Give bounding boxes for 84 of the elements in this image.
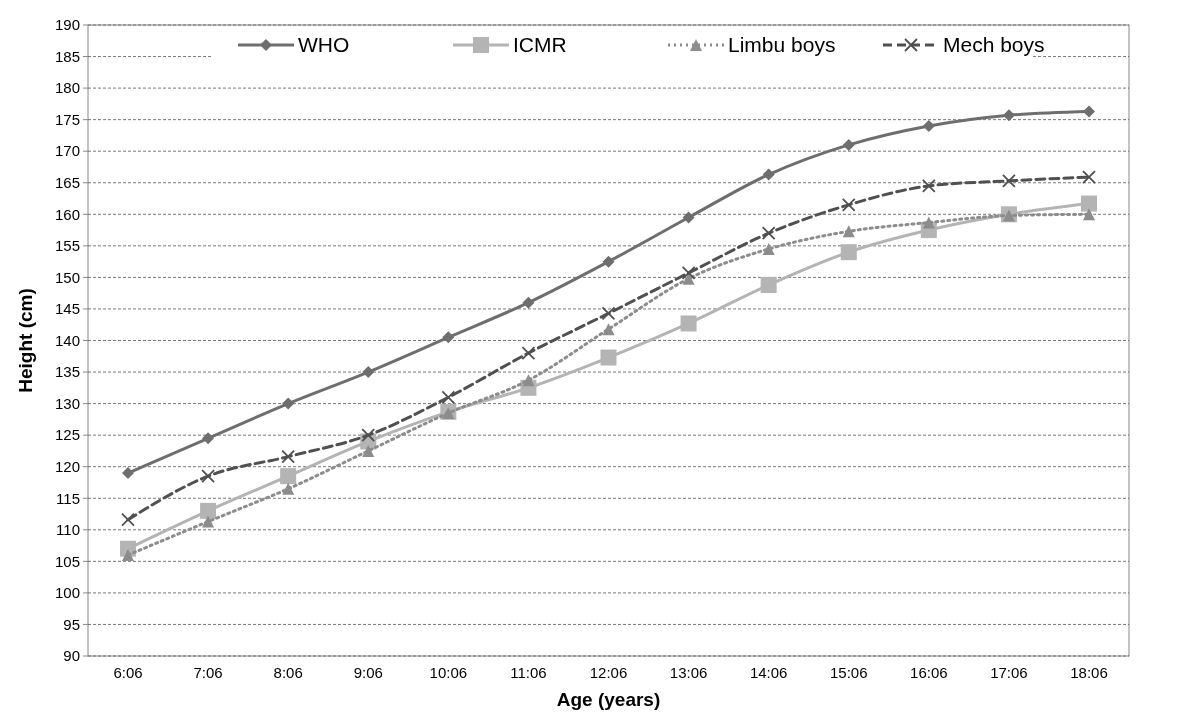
point [842,225,855,238]
y-tick-label: 155 [54,237,80,255]
legend-label: Limbu boys [728,33,836,57]
y-tick-label: 105 [54,552,80,570]
y-tick-label: 135 [54,363,80,381]
point [521,346,536,361]
point [280,468,297,485]
x-axis-title: Age (years) [556,689,661,710]
point [442,331,455,344]
point [921,179,936,193]
point [282,397,295,410]
point [840,244,857,261]
y-tick-label: 90 [63,647,80,665]
y-tick-label: 115 [56,489,80,507]
y-tick-label: 165 [54,174,80,191]
legend-label: Mech boys [943,33,1045,57]
point [922,216,935,229]
point [1082,170,1096,184]
point [361,428,376,443]
y-tick-label: 145 [54,300,80,318]
point [680,315,697,332]
y-tick-label: 110 [56,521,80,539]
point [122,549,134,562]
point [1002,173,1016,188]
y-tick-label: 170 [54,142,80,160]
point [1083,105,1095,118]
x-tick-label: 10:06 [429,664,468,681]
x-tick-label: 13:06 [669,664,708,681]
x-tick-label: 11:06 [510,664,547,681]
x-tick-label: 17:06 [990,664,1028,681]
point [602,323,615,336]
point [442,407,455,420]
point [282,482,295,495]
point [762,243,775,256]
point [281,449,296,464]
x-tick-label: 16:06 [910,664,948,681]
point [202,515,215,528]
point [200,502,217,519]
point [202,432,215,445]
legend-label: WHO [298,33,350,57]
y-tick-label: 160 [54,205,80,223]
point [121,512,135,527]
y-tick-label: 100 [54,584,80,602]
x-tick-label: 14:06 [749,664,788,681]
point [362,444,375,457]
point [841,197,856,212]
y-tick-label: 130 [54,394,80,412]
point [201,469,215,484]
x-tick-label: 12:06 [589,664,628,681]
y-tick-label: 125 [54,426,80,444]
point [600,349,617,366]
legend-label: ICMR [513,33,567,57]
x-tick-label: 7:06 [193,664,223,681]
point [1002,109,1015,122]
point [441,390,456,405]
y-tick-label: 95 [63,615,80,633]
point [760,276,777,293]
point [522,374,535,387]
x-tick-label: 8:06 [273,664,303,681]
point [761,226,776,241]
point [601,306,616,321]
point [602,255,615,268]
x-tick-label: 9:06 [353,664,383,681]
point [522,296,535,309]
y-tick-label: 185 [54,47,80,65]
x-tick-label: 15:06 [829,664,868,681]
point [362,366,375,379]
point [682,211,695,224]
point [922,119,935,132]
x-tick-label: 6:06 [113,664,143,681]
y-tick-label: 150 [54,268,80,286]
point [122,467,134,480]
y-tick-label: 120 [54,457,80,475]
point [762,168,775,181]
y-tick-label: 175 [54,110,80,128]
point [681,266,696,280]
y-tick-label: 180 [54,79,80,97]
point [842,138,855,151]
y-tick-label: 140 [54,331,80,349]
y-tick-label: 190 [54,16,80,34]
point [1083,208,1095,221]
y-axis-title: Height (cm) [15,288,36,393]
x-tick-label: 18:06 [1070,664,1108,681]
point [1081,195,1097,212]
